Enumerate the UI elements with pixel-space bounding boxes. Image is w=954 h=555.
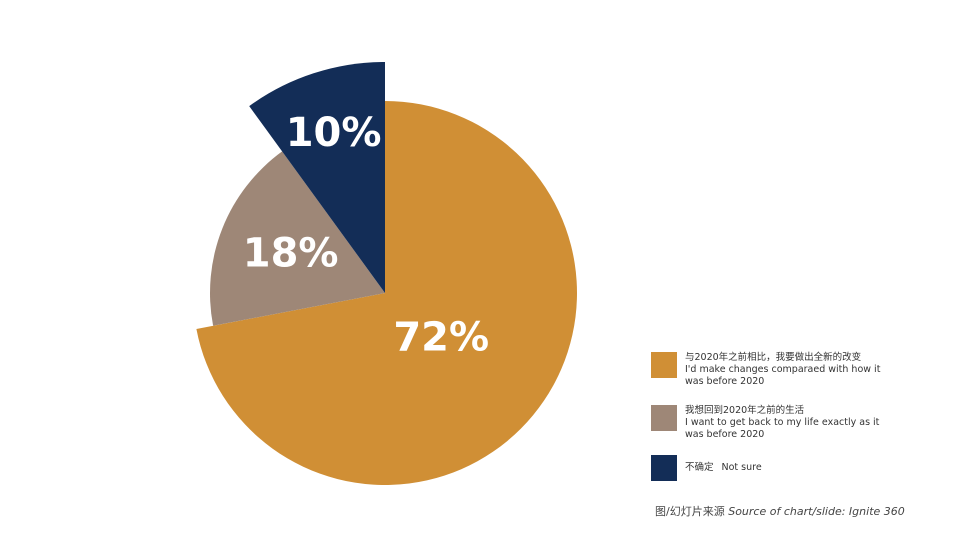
source-label: 图/幻灯片来源 [655, 505, 725, 518]
source-text: Source of chart/slide: Ignite 360 [728, 505, 905, 518]
legend-label: 我想回到2020年之前的生活 [685, 405, 805, 416]
legend-note: Not sure [721, 462, 762, 473]
pie-slice [196, 101, 577, 486]
pie-slice [210, 151, 385, 326]
legend-swatch [651, 352, 677, 378]
legend-label: 与2020年之前相比，我要做出全新的改变 [685, 352, 862, 363]
pie-slice [249, 62, 385, 293]
legend-swatch [651, 405, 677, 431]
legend-text: 我想回到2020年之前的生活 I want to get back to my l… [685, 405, 885, 441]
value-label: 18% [243, 231, 339, 277]
legend-text: 不确定 Not sure [685, 462, 885, 474]
value-label: 10% [286, 110, 382, 156]
legend-note: I want to get back to my life exactly as… [685, 417, 880, 440]
source-note: 图/幻灯片来源 Source of chart/slide: Ignite 36… [655, 503, 905, 519]
legend-text: 与2020年之前相比，我要做出全新的改变 I'd make changes com… [685, 352, 885, 388]
legend-swatch [651, 455, 677, 481]
legend-note: I'd make changes comparaed with how it w… [685, 364, 881, 387]
value-label: 72% [393, 315, 489, 361]
legend-label: 不确定 [685, 462, 714, 473]
